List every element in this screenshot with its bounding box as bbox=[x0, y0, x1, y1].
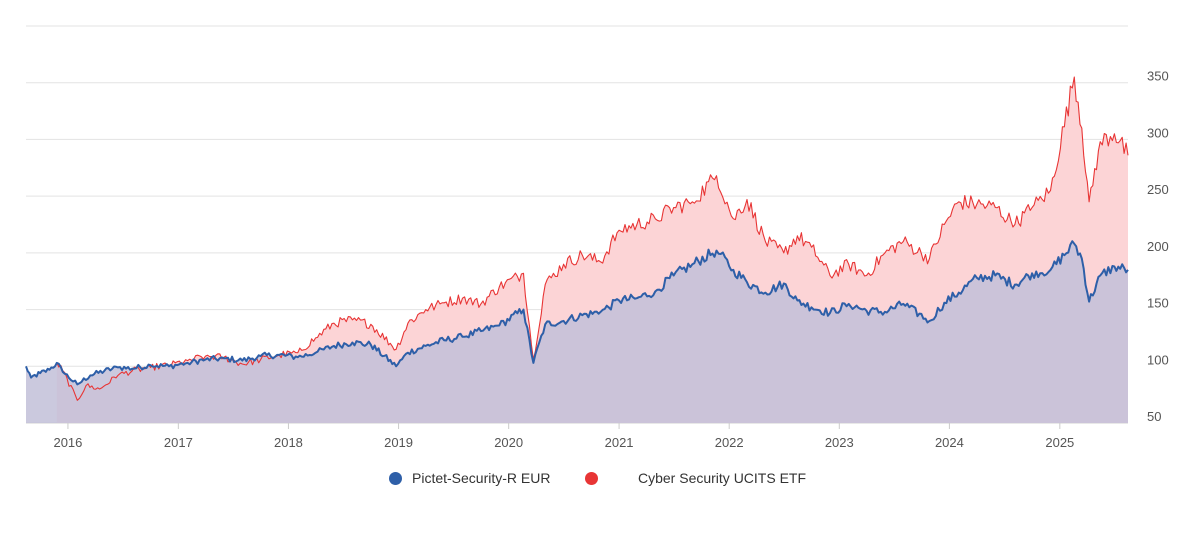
y-tick-label: 150 bbox=[1147, 296, 1169, 311]
legend-label-cyber-security: Cyber Security UCITS ETF bbox=[638, 470, 807, 486]
x-tick-label: 2023 bbox=[825, 435, 854, 450]
legend-item-cyber-security[interactable]: Cyber Security UCITS ETF bbox=[585, 470, 806, 486]
legend-label-pictet: Pictet-Security-R EUR bbox=[412, 470, 551, 486]
x-tick-label: 2018 bbox=[274, 435, 303, 450]
x-tick-label: 2016 bbox=[53, 435, 82, 450]
legend-marker-pictet bbox=[389, 471, 402, 485]
x-tick-label: 2021 bbox=[605, 435, 634, 450]
line-cyber-security bbox=[56, 76, 1129, 401]
y-tick-label: 50 bbox=[1147, 409, 1161, 424]
y-tick-label: 200 bbox=[1147, 239, 1169, 254]
x-tick-label: 2022 bbox=[715, 435, 744, 450]
legend-item-pictet[interactable]: Pictet-Security-R EUR bbox=[389, 470, 550, 486]
legend: Pictet-Security-R EUR Cyber Security UCI… bbox=[0, 470, 1197, 494]
x-tick-label: 2025 bbox=[1045, 435, 1074, 450]
y-tick-label: 350 bbox=[1147, 69, 1169, 84]
x-tick-label: 2024 bbox=[935, 435, 964, 450]
area-overlap bbox=[26, 241, 1128, 423]
area-pictet bbox=[26, 241, 1128, 423]
y-axis-tick-labels: 50 100 150 200 250 300 350 bbox=[1147, 69, 1169, 424]
line-pictet bbox=[25, 240, 1129, 386]
y-tick-label: 300 bbox=[1147, 125, 1169, 140]
series-lines bbox=[25, 76, 1129, 401]
x-tick-label: 2017 bbox=[164, 435, 193, 450]
legend-marker-cyber-security bbox=[585, 471, 598, 485]
x-axis-tick-labels: 2016 2017 2018 2019 2020 2021 2022 2023 2024 2025 bbox=[53, 423, 1074, 450]
x-tick-label: 2020 bbox=[494, 435, 523, 450]
series-areas bbox=[26, 77, 1128, 423]
y-tick-label: 100 bbox=[1147, 352, 1169, 367]
y-tick-label: 250 bbox=[1147, 182, 1169, 197]
x-tick-label: 2019 bbox=[384, 435, 413, 450]
